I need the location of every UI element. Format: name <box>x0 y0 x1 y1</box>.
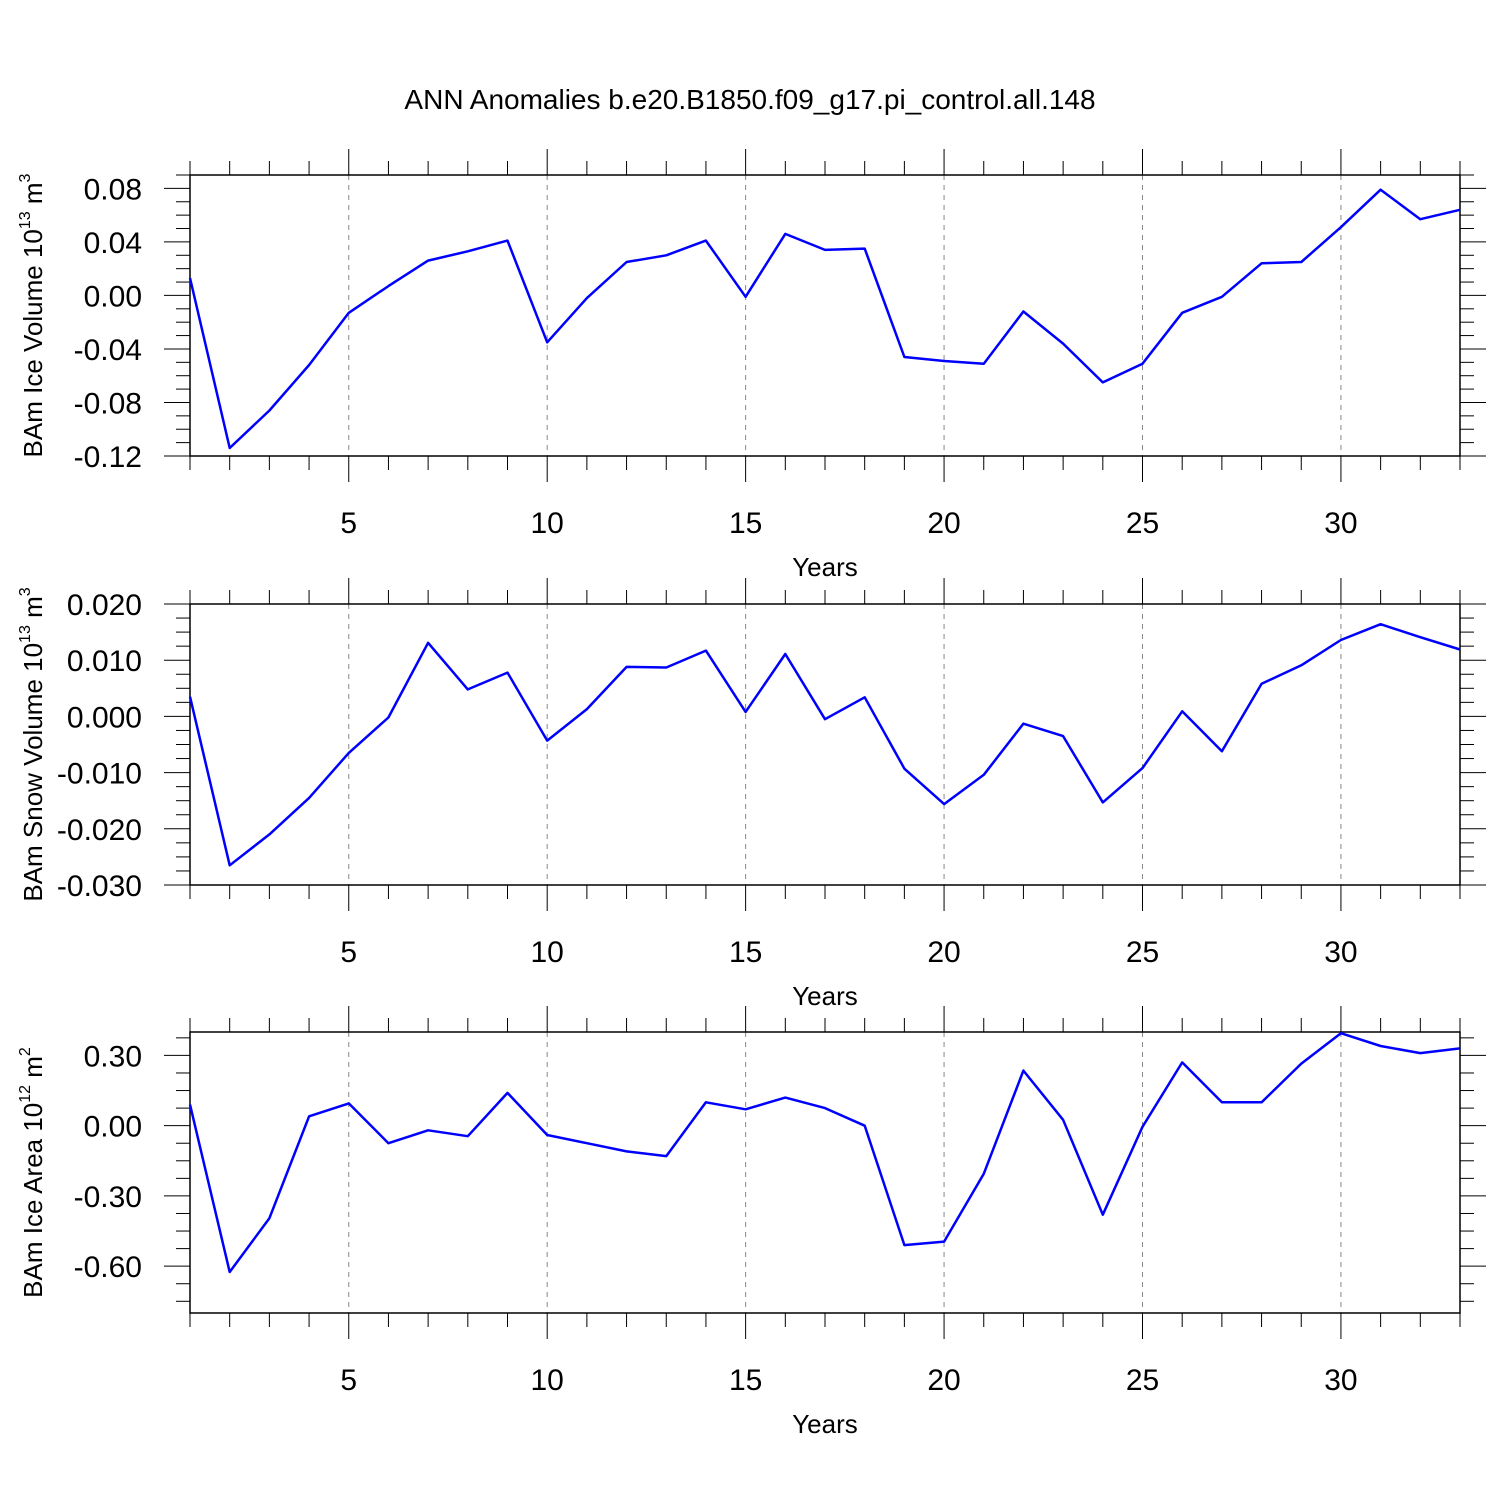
y-axis-label-unit-exponent: 2 <box>17 1047 34 1056</box>
x-tick-label: 15 <box>729 1364 762 1397</box>
y-tick-label: -0.60 <box>74 1251 142 1284</box>
y-tick-label: 0.000 <box>67 701 142 734</box>
y-axis-label-text: BAm Snow Volume 10 <box>18 643 48 902</box>
x-axis-label: Years <box>792 1409 858 1439</box>
y-tick-label: -0.030 <box>57 870 142 903</box>
x-tick-label: 30 <box>1324 507 1357 540</box>
y-axis-label: BAm Ice Volume 1013 m3 <box>17 173 48 457</box>
x-tick-label: 5 <box>340 936 357 969</box>
x-tick-label: 20 <box>927 507 960 540</box>
x-tick-label: 15 <box>729 507 762 540</box>
y-axis-label-unit: m <box>18 182 48 211</box>
y-tick-label: 0.010 <box>67 645 142 678</box>
x-tick-label: 25 <box>1126 507 1159 540</box>
x-tick-label: 25 <box>1126 1364 1159 1397</box>
panel-1: -0.12 -0.08 -0.04 0.00 0.04 0.08 5 10 15 20 25 30 Ye… <box>17 149 1486 582</box>
panel-2: -0.030 -0.020 -0.010 0.000 0.010 0.020 5 10 15 20… <box>17 578 1486 1011</box>
x-tick-label: 10 <box>531 1364 564 1397</box>
y-axis-label-text: BAm Ice Volume 10 <box>18 229 48 457</box>
x-tick-label: 5 <box>340 1364 357 1397</box>
y-axis-label-unit: m <box>18 1056 48 1085</box>
x-tick-label: 30 <box>1324 936 1357 969</box>
figure-title: ANN Anomalies b.e20.B1850.f09_g17.pi_con… <box>404 84 1096 115</box>
x-axis-label: Years <box>792 981 858 1011</box>
y-tick-label: 0.30 <box>84 1040 142 1073</box>
x-tick-label: 30 <box>1324 1364 1357 1397</box>
y-axis-label: BAm Snow Volume 1013 m3 <box>17 587 48 901</box>
y-tick-label: -0.010 <box>57 758 142 791</box>
y-tick-label: 0.00 <box>84 280 142 313</box>
series-line <box>188 622 1461 867</box>
plot-frame <box>189 174 1461 457</box>
x-tick-label: 15 <box>729 936 762 969</box>
x-axis-label: Years <box>792 552 858 582</box>
y-tick-label: 0.04 <box>84 227 142 260</box>
y-tick-label: -0.08 <box>74 387 142 420</box>
y-tick-label: -0.020 <box>57 814 142 847</box>
series-line <box>188 1031 1461 1274</box>
x-tick-label: 20 <box>927 1364 960 1397</box>
y-tick-label: 0.020 <box>67 589 142 622</box>
series-line <box>188 188 1461 450</box>
y-tick-label: 0.00 <box>84 1111 142 1144</box>
y-axis-label-unit-exponent: 3 <box>17 587 34 596</box>
y-tick-label: -0.12 <box>74 441 142 474</box>
plot-frame <box>189 1031 1461 1314</box>
plot-frame <box>189 603 1461 886</box>
y-axis-label-exponent: 13 <box>17 625 34 643</box>
panel-3: -0.60 -0.30 0.00 0.30 5 10 15 20 25 30 Years BAm Ic… <box>17 1006 1486 1439</box>
x-tick-label: 25 <box>1126 936 1159 969</box>
y-axis-label: BAm Ice Area 1012 m2 <box>17 1047 48 1298</box>
x-tick-label: 10 <box>531 936 564 969</box>
x-tick-label: 10 <box>531 507 564 540</box>
y-axis-label-text: BAm Ice Area 10 <box>18 1103 48 1298</box>
y-tick-label: -0.04 <box>74 334 142 367</box>
y-tick-label: -0.30 <box>74 1181 142 1214</box>
y-tick-label: 0.08 <box>84 173 142 206</box>
y-axis-label-exponent: 13 <box>17 211 34 229</box>
x-tick-label: 5 <box>340 507 357 540</box>
y-axis-label-unit: m <box>18 596 48 625</box>
y-axis-label-exponent: 12 <box>17 1085 34 1103</box>
y-axis-label-unit-exponent: 3 <box>17 173 34 182</box>
x-tick-label: 20 <box>927 936 960 969</box>
